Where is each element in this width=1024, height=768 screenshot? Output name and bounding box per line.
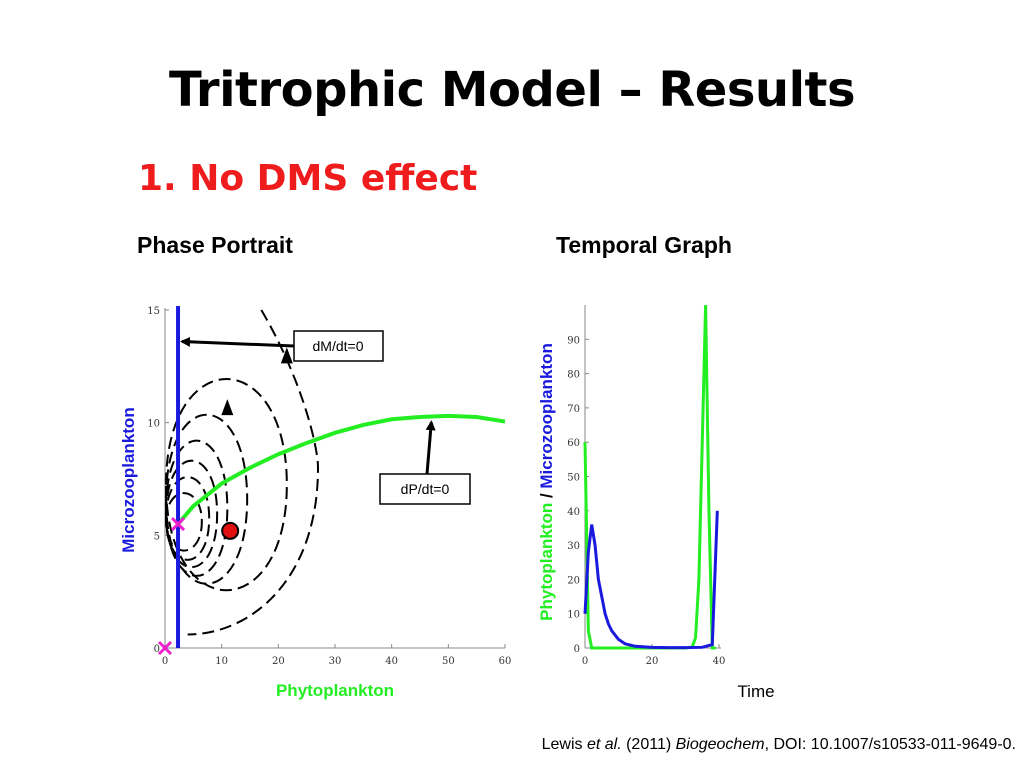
initial-condition-point	[221, 521, 240, 540]
phase-y-tick-label: 5	[154, 531, 160, 542]
temporal-y-tick-label: 0	[574, 644, 580, 655]
dp-dt-label: dP/dt=0	[401, 481, 450, 497]
temporal-y-tick-label: 80	[567, 370, 580, 381]
temporal-y-title-micro: Microzooplankton	[537, 343, 556, 488]
citation-journal: Biogeochem	[675, 736, 765, 753]
temporal-y-tick-label: 10	[567, 610, 580, 621]
dp-dt-arrow	[425, 420, 436, 475]
phase-x-tick-label: 0	[162, 656, 168, 667]
citation-prefix: Lewis	[541, 736, 587, 753]
temporal-x-tick-label: 20	[646, 656, 659, 667]
flow-direction-arrow	[221, 399, 234, 416]
phase-y-tick-label: 10	[147, 419, 160, 430]
dm-dt-arrow	[180, 336, 295, 348]
phase-x-tick-label: 30	[329, 656, 342, 667]
slide-subtitle: 1. No DMS effect	[138, 158, 478, 199]
equilibrium-marker	[157, 640, 173, 656]
temporal-x-tick-label: 0	[582, 656, 588, 667]
flow-direction-arrow	[280, 347, 293, 364]
dm-dt-label: dM/dt=0	[313, 338, 364, 354]
phytoplankton-series-line	[583, 304, 716, 650]
temporal-y-title-phyto: Phytoplankton	[537, 503, 556, 621]
phase-x-axis-title: Phytoplankton	[276, 681, 394, 700]
dm-dt-callout: dM/dt=0	[293, 330, 384, 362]
closed-orbit	[165, 492, 203, 552]
phase-x-tick-label: 10	[215, 656, 228, 667]
phase-x-tick-label: 60	[499, 656, 512, 667]
slide-title: Tritrophic Model – Results	[168, 62, 856, 118]
temporal-y-title-separator: /	[537, 489, 556, 503]
phase-y-tick-label: 15	[147, 306, 160, 317]
closed-orbit	[165, 378, 288, 592]
temporal-y-axis-title: Phytoplankton / Microzooplankton	[537, 343, 556, 621]
temporal-y-tick-label: 90	[567, 335, 580, 346]
temporal-y-tick-label: 70	[567, 404, 580, 415]
phase-y-axis-title: Microzooplankton	[119, 407, 138, 552]
temporal-x-tick-label: 40	[713, 656, 726, 667]
closed-orbit	[165, 439, 229, 577]
citation: Lewis et al. (2011) Biogeochem, DOI: 10.…	[542, 736, 1016, 754]
temporal-y-tick-label: 60	[567, 438, 580, 449]
dp-dt-callout: dP/dt=0	[379, 473, 471, 505]
temporal-y-tick-label: 30	[567, 541, 580, 552]
closed-orbit	[165, 476, 211, 561]
open-trajectory	[187, 309, 320, 636]
temporal-y-tick-label: 20	[567, 575, 580, 586]
phase-x-tick-label: 50	[442, 656, 455, 667]
microzooplankton-series-line	[583, 510, 719, 650]
citation-et-al: et al.	[586, 736, 622, 753]
temporal-x-axis-title: Time	[737, 682, 774, 701]
equilibrium-marker	[170, 517, 186, 532]
citation-doi: , DOI: 10.1007/s10533-011-9649-0.	[764, 736, 1016, 753]
citation-year: (2011)	[621, 736, 676, 753]
temporal-y-tick-label: 40	[567, 507, 580, 518]
phase-y-tick-label: 0	[154, 644, 160, 655]
phase-portrait-heading: Phase Portrait	[137, 232, 293, 258]
dp-dt-nullcline	[176, 413, 506, 526]
phase-x-tick-label: 20	[272, 656, 285, 667]
temporal-y-tick-label: 50	[567, 473, 580, 484]
temporal-graph-heading: Temporal Graph	[556, 232, 732, 258]
phase-x-tick-label: 40	[385, 656, 398, 667]
closed-orbit	[165, 413, 249, 585]
